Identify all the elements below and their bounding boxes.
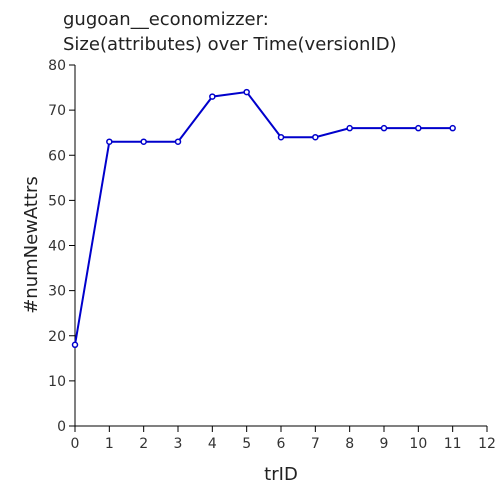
y-tick-label: 40 <box>48 239 66 255</box>
x-tick-label: 9 <box>380 436 389 452</box>
data-point <box>106 138 113 145</box>
x-axis-label: trID <box>264 464 298 485</box>
y-tick-label: 30 <box>48 284 66 300</box>
data-point <box>449 124 456 132</box>
x-tick-label: 12 <box>478 436 496 452</box>
data-point <box>415 124 422 132</box>
y-tick-label: 80 <box>48 58 66 74</box>
chart-title-line-2: Size(attributes) over Time(versionID) <box>63 34 397 55</box>
x-tick-label: 6 <box>277 436 286 452</box>
y-tick-label: 70 <box>48 103 66 119</box>
series-line <box>74 91 453 345</box>
y-axis-label: #numNewAttrs <box>21 176 42 314</box>
chart-title-line-1: gugoan__economizzer: <box>63 9 269 30</box>
x-axis-ticks: 0 1 2 3 4 5 6 7 8 9 10 11 12 <box>71 426 496 452</box>
y-tick-label: 50 <box>48 193 66 209</box>
series-group <box>71 88 456 349</box>
x-tick-label: 4 <box>208 436 217 452</box>
y-tick-label: 10 <box>48 374 66 390</box>
data-point <box>346 124 353 132</box>
x-tick-label: 0 <box>71 436 80 452</box>
data-point <box>243 88 250 96</box>
data-point <box>140 138 147 145</box>
data-point <box>277 133 285 141</box>
data-point <box>312 133 319 141</box>
y-tick-label: 20 <box>48 329 66 345</box>
x-tick-label: 5 <box>242 436 251 452</box>
data-point <box>174 138 182 145</box>
x-tick-label: 10 <box>409 436 427 452</box>
y-tick-label: 0 <box>57 419 66 435</box>
x-tick-label: 1 <box>105 436 114 452</box>
x-tick-label: 3 <box>174 436 183 452</box>
x-tick-label: 7 <box>311 436 320 452</box>
data-point <box>380 124 388 132</box>
y-tick-label: 60 <box>48 148 66 164</box>
data-point <box>209 93 216 100</box>
x-tick-label: 8 <box>345 436 354 452</box>
data-point <box>71 341 79 349</box>
x-tick-label: 2 <box>139 436 148 452</box>
y-axis-ticks: 0 10 20 30 40 50 60 70 80 <box>48 58 75 435</box>
x-tick-label: 11 <box>444 436 462 452</box>
